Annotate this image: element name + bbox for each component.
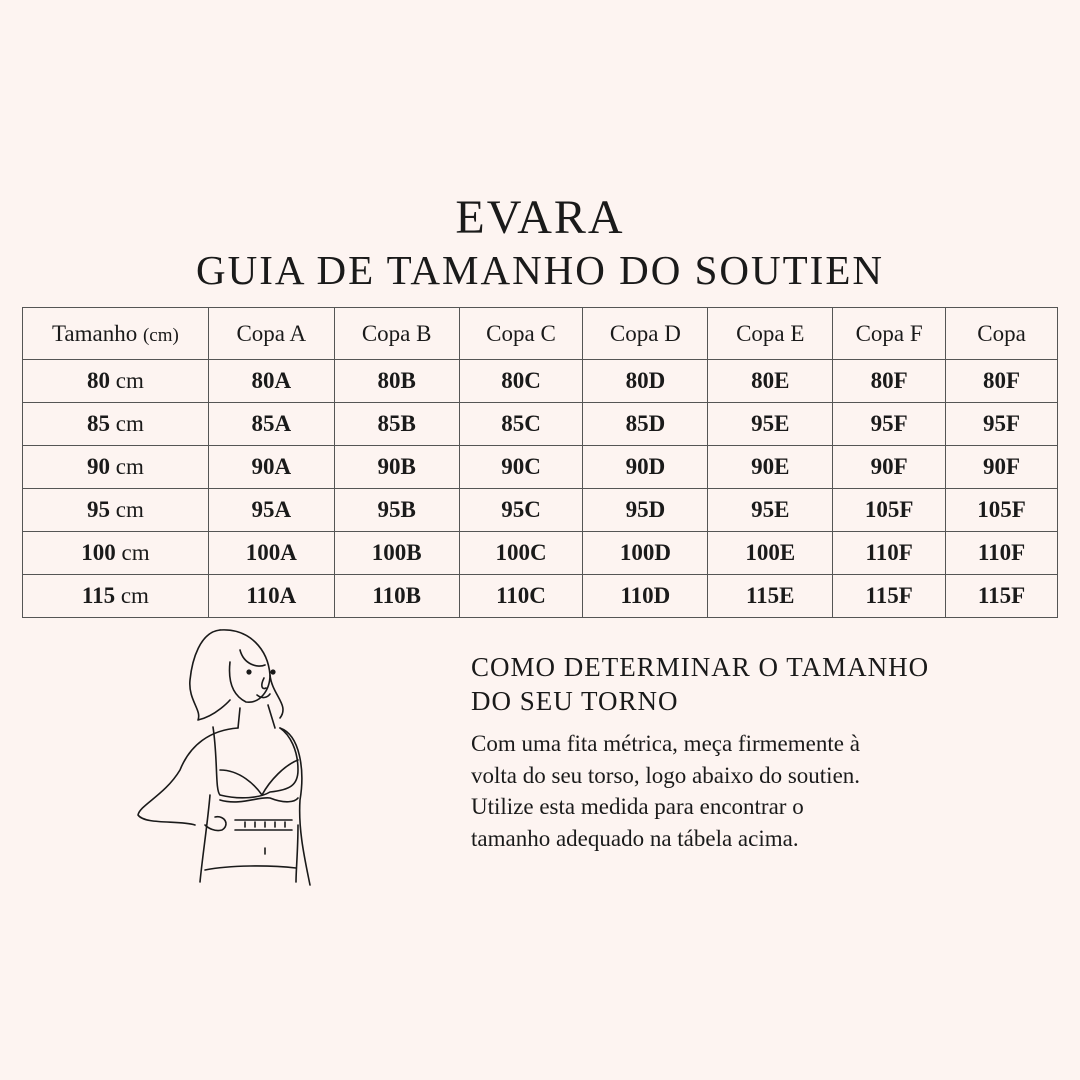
brand-logo: EVARA xyxy=(455,191,625,244)
size-cell: 95F xyxy=(945,402,1058,446)
size-cell: 110C xyxy=(458,574,584,618)
size-cell: 90C xyxy=(458,445,584,489)
size-cell: 100A xyxy=(207,531,335,575)
size-cell: 100C xyxy=(458,531,584,575)
size-cell: 95E xyxy=(707,488,834,532)
size-cell: 105F xyxy=(945,488,1058,532)
size-cell: 95F xyxy=(832,402,947,446)
table-row: 95 cm 95A 95B 95C 95D 95E 105F 105F xyxy=(22,488,1058,532)
row-size: 100 cm xyxy=(22,531,209,575)
size-cell: 95A xyxy=(207,488,335,532)
row-size: 80 cm xyxy=(22,359,209,403)
table-row: 115 cm 110A 110B 110C 110D 115E 115F 115F xyxy=(22,574,1058,618)
size-cell: 80B xyxy=(333,359,460,403)
size-cell: 110F xyxy=(945,531,1058,575)
size-cell: 80F xyxy=(945,359,1058,403)
table-header-row: Tamanho (cm) Copa A Copa B Copa C Copa D Cop… xyxy=(22,307,1058,360)
size-cell: 85B xyxy=(333,402,460,446)
size-cell: 90B xyxy=(333,445,460,489)
size-cell: 90D xyxy=(582,445,709,489)
size-cell: 80E xyxy=(707,359,834,403)
size-cell: 95B xyxy=(333,488,460,532)
table-row: 85 cm 85A 85B 85C 85D 95E 95F 95F xyxy=(22,402,1058,446)
header-size: Tamanho (cm) xyxy=(22,307,209,360)
table-row: 90 cm 90A 90B 90C 90D 90E 90F 90F xyxy=(22,445,1058,489)
row-size: 85 cm xyxy=(22,402,209,446)
size-cell: 80A xyxy=(207,359,335,403)
size-table: Tamanho (cm) Copa A Copa B Copa C Copa D Cop… xyxy=(22,307,1058,618)
size-cell: 115F xyxy=(832,574,947,618)
header-cup: Copa F xyxy=(832,307,947,360)
table-row: 100 cm 100A 100B 100C 100D 100E 110F 110F xyxy=(22,531,1058,575)
table-row: 80 cm 80A 80B 80C 80D 80E 80F 80F xyxy=(22,359,1058,403)
header-cup: Copa C xyxy=(458,307,584,360)
size-cell: 100B xyxy=(333,531,460,575)
size-cell: 105F xyxy=(832,488,947,532)
size-cell: 100E xyxy=(707,531,834,575)
header-cup: Copa A xyxy=(207,307,335,360)
how-to-measure-section: COMO DETERMINAR O TAMANHO DO SEU TORNO Co… xyxy=(471,650,1031,854)
woman-measuring-underbust-icon xyxy=(137,629,311,886)
size-cell: 110A xyxy=(207,574,335,618)
size-cell: 110B xyxy=(333,574,460,618)
size-cell: 100D xyxy=(582,531,709,575)
size-cell: 85C xyxy=(458,402,584,446)
size-cell: 95C xyxy=(458,488,584,532)
size-cell: 95E xyxy=(707,402,834,446)
size-cell: 90A xyxy=(207,445,335,489)
size-cell: 85A xyxy=(207,402,335,446)
size-cell: 90E xyxy=(707,445,834,489)
size-cell: 85D xyxy=(582,402,709,446)
page-title: GUIA DE TAMANHO DO SOUTIEN xyxy=(196,247,884,293)
how-to-heading: COMO DETERMINAR O TAMANHO DO SEU TORNO xyxy=(471,652,930,716)
size-cell: 90F xyxy=(945,445,1058,489)
header-cup: Copa B xyxy=(333,307,460,360)
row-size: 95 cm xyxy=(22,488,209,532)
size-cell: 90F xyxy=(832,445,947,489)
row-size: 115 cm xyxy=(22,574,209,618)
size-cell: 80C xyxy=(458,359,584,403)
size-cell: 115E xyxy=(707,574,834,618)
size-cell: 115F xyxy=(945,574,1058,618)
size-cell: 95D xyxy=(582,488,709,532)
size-cell: 110F xyxy=(832,531,947,575)
header-cup: Copa E xyxy=(707,307,834,360)
size-cell: 80F xyxy=(832,359,947,403)
row-size: 90 cm xyxy=(22,445,209,489)
size-cell: 110D xyxy=(582,574,709,618)
size-cell: 80D xyxy=(582,359,709,403)
header-cup: Copa xyxy=(945,307,1058,360)
header-cup: Copa D xyxy=(582,307,709,360)
